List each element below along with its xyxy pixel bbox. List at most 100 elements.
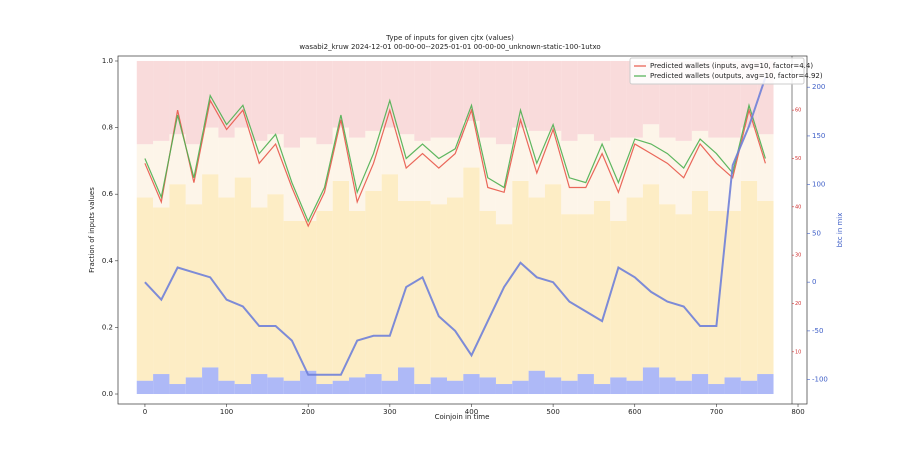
stack-bar xyxy=(234,127,252,178)
stack-bar xyxy=(398,60,415,135)
y2-tick-label: 100 xyxy=(812,181,825,189)
stack-bar xyxy=(691,374,709,395)
stack-bar xyxy=(251,207,268,375)
chart-title: Type of inputs for given cjtx (values) xyxy=(385,34,514,42)
stack-bar xyxy=(218,60,235,138)
x-tick-label: 800 xyxy=(791,408,804,416)
stack-bar xyxy=(414,140,431,201)
stack-bar xyxy=(512,180,529,381)
plot-frame xyxy=(117,55,808,405)
stack-bar xyxy=(218,197,235,381)
y3-tick-label: 60 xyxy=(795,108,801,114)
x-tick-label: 200 xyxy=(302,408,315,416)
x-tick-label: 600 xyxy=(628,408,641,416)
y2-tick-label: 150 xyxy=(812,132,825,140)
stack-bar xyxy=(593,200,611,385)
stack-bar xyxy=(593,140,611,201)
y2-tick-label: 200 xyxy=(812,83,825,91)
stack-bar xyxy=(740,127,758,181)
stack-bar xyxy=(316,210,333,385)
stack-bar xyxy=(202,127,219,175)
stack-bar xyxy=(659,204,676,378)
stack-bar xyxy=(593,384,611,395)
stack-bar xyxy=(332,180,350,381)
x-tick-label: 700 xyxy=(710,408,723,416)
stack-bar xyxy=(136,380,154,395)
y2-tick-label: -50 xyxy=(812,327,823,335)
stack-bar xyxy=(512,60,529,128)
stack-bar xyxy=(740,380,758,395)
y3-tick-label: 50 xyxy=(795,156,801,162)
stack-bar xyxy=(430,377,447,395)
y-tick-label: 1.0 xyxy=(102,57,113,65)
stack-bar xyxy=(169,134,186,185)
stack-bar xyxy=(544,60,562,131)
stack-bar xyxy=(283,60,301,148)
stack-bar xyxy=(561,60,578,141)
stack-bar xyxy=(349,210,366,378)
stack-bar xyxy=(381,174,399,381)
stack-bar xyxy=(495,144,513,225)
stack-bar xyxy=(218,137,235,198)
stack-bar xyxy=(234,177,252,385)
stack-bar xyxy=(544,377,562,395)
legend-box xyxy=(629,57,805,85)
stack-bar xyxy=(300,370,317,395)
y-tick-label: 0.2 xyxy=(102,323,113,331)
stack-bar xyxy=(365,130,382,191)
stack-bar xyxy=(218,380,235,395)
line xyxy=(144,77,767,376)
stack-bar xyxy=(708,137,725,211)
x-tick-label: 0 xyxy=(143,408,147,416)
stack-bar xyxy=(365,190,382,375)
stack-bar xyxy=(398,367,415,395)
stack-bar xyxy=(202,174,219,368)
stack-bar xyxy=(577,134,594,215)
stack-bar xyxy=(381,127,399,175)
y-tick-label: 0.0 xyxy=(102,390,113,398)
stack-bar xyxy=(659,377,676,395)
stack-bar xyxy=(153,374,170,395)
y-tick-label: 0.6 xyxy=(102,190,114,198)
stack-bar xyxy=(136,197,154,381)
y3-tick-label: 10 xyxy=(795,349,801,355)
stack-bar xyxy=(381,60,399,128)
stack-bar xyxy=(675,380,692,395)
stack-bar xyxy=(708,384,725,395)
stack-bar xyxy=(675,214,692,381)
stack-bar xyxy=(610,137,627,221)
y2-tick-label: -100 xyxy=(812,376,828,384)
stack-bar xyxy=(283,220,301,381)
stack-bar xyxy=(642,367,660,395)
stack-bar xyxy=(169,384,186,395)
stack-bar xyxy=(414,200,431,385)
stack-bar xyxy=(398,200,415,368)
stack-bar xyxy=(430,204,447,378)
stack-bar xyxy=(251,140,268,208)
legend-label: Predicted wallets (outputs, avg=10, fact… xyxy=(650,72,823,80)
y2-tick-label: 50 xyxy=(812,229,821,237)
stack-bar xyxy=(495,384,513,395)
stack-bar xyxy=(610,60,627,138)
stack-bar xyxy=(414,384,431,395)
stack-bar xyxy=(757,200,774,375)
stack-bar xyxy=(381,380,399,395)
stack-bar xyxy=(300,137,317,221)
stack-bar xyxy=(479,377,496,395)
stack-bar xyxy=(463,167,480,375)
stack-bar xyxy=(642,184,660,368)
stack-bar xyxy=(300,220,317,371)
stack-bar xyxy=(626,137,643,198)
stack-bar xyxy=(202,60,219,128)
stack-bar xyxy=(202,367,219,395)
y-tick-label: 0.8 xyxy=(102,124,113,132)
stack-bar xyxy=(528,370,545,395)
stack-bar xyxy=(463,60,480,121)
stack-bar xyxy=(463,120,480,168)
stack-bar xyxy=(446,197,464,381)
stack-bar xyxy=(300,60,317,138)
stack-bar xyxy=(169,60,186,135)
stack-bar xyxy=(185,60,203,145)
stack-bar xyxy=(430,60,447,138)
stack-bar xyxy=(528,60,545,131)
